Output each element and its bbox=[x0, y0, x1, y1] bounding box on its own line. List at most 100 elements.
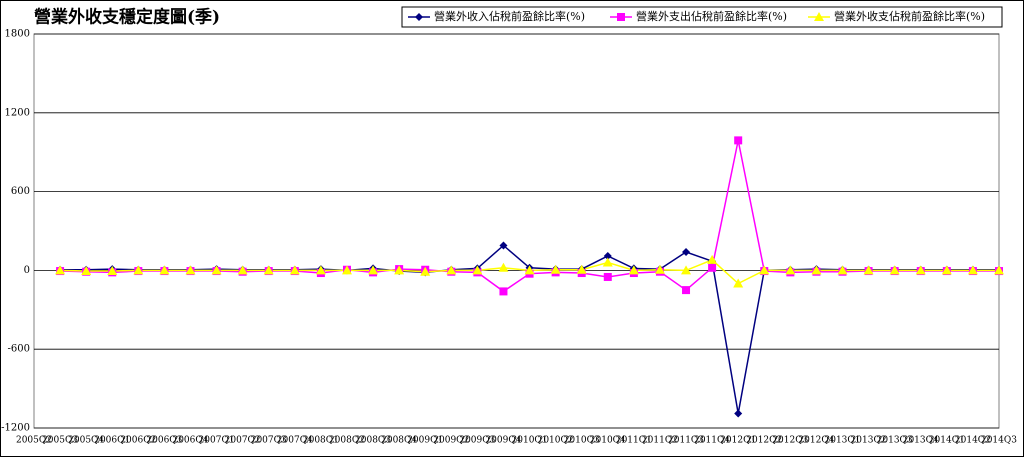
x-tick-label: 2012Q4 bbox=[798, 436, 834, 446]
marker bbox=[415, 13, 423, 21]
marker bbox=[708, 263, 717, 272]
marker bbox=[289, 265, 300, 275]
marker bbox=[576, 264, 587, 274]
x-tick-label: 2005Q2 bbox=[16, 436, 52, 446]
marker bbox=[682, 286, 691, 295]
x-tick-label: 2006Q3 bbox=[146, 436, 182, 446]
legend-label: 營業外收支佔稅前盈餘比率(%) bbox=[834, 9, 985, 23]
x-tick-label: 2008Q3 bbox=[355, 436, 391, 446]
x-tick-label: 2007Q1 bbox=[199, 436, 235, 446]
x-tick-label: 2012Q2 bbox=[746, 436, 782, 446]
marker bbox=[628, 265, 639, 275]
marker bbox=[682, 248, 691, 257]
y-tick-label: 0 bbox=[24, 265, 30, 276]
x-tick-label: 2012Q3 bbox=[772, 436, 808, 446]
marker bbox=[107, 266, 118, 276]
marker bbox=[185, 265, 196, 275]
marker bbox=[446, 265, 457, 275]
marker bbox=[368, 265, 379, 275]
x-tick-label: 2008Q4 bbox=[381, 436, 417, 446]
marker bbox=[837, 265, 848, 275]
marker bbox=[133, 265, 144, 275]
x-tick-label: 2007Q2 bbox=[225, 436, 261, 446]
legend-label: 營業外支出佔稅前盈餘比率(%) bbox=[636, 9, 787, 23]
x-tick-label: 2009Q2 bbox=[433, 436, 469, 446]
marker bbox=[733, 278, 744, 288]
marker bbox=[472, 265, 483, 275]
marker bbox=[681, 265, 692, 275]
marker bbox=[394, 265, 405, 275]
marker bbox=[315, 265, 326, 275]
y-tick-label: -1200 bbox=[1, 423, 30, 434]
marker bbox=[734, 409, 743, 418]
marker bbox=[734, 136, 743, 145]
x-tick-label: 2010Q1 bbox=[512, 436, 548, 446]
x-tick-label: 2009Q4 bbox=[485, 436, 521, 446]
marker bbox=[550, 264, 561, 274]
x-tick-label: 2008Q1 bbox=[303, 436, 339, 446]
x-tick-label: 2010Q4 bbox=[590, 436, 626, 446]
y-tick-label: 1800 bbox=[5, 29, 30, 40]
marker bbox=[81, 266, 92, 276]
y-tick-label: -600 bbox=[8, 344, 30, 355]
marker bbox=[499, 287, 508, 296]
marker bbox=[654, 264, 665, 274]
y-tick-label: 600 bbox=[11, 186, 30, 197]
legend-box bbox=[401, 6, 1003, 28]
x-tick-label: 2008Q2 bbox=[329, 436, 365, 446]
marker bbox=[55, 265, 66, 275]
marker bbox=[967, 265, 978, 275]
x-tick-label: 2010Q2 bbox=[538, 436, 574, 446]
marker bbox=[811, 265, 822, 275]
x-tick-label: 2014Q3 bbox=[981, 436, 1017, 446]
x-tick-label: 2013Q3 bbox=[877, 436, 913, 446]
x-tick-label: 2009Q1 bbox=[407, 436, 443, 446]
x-tick-label: 2005Q3 bbox=[42, 436, 78, 446]
marker bbox=[237, 265, 248, 275]
marker bbox=[941, 265, 952, 275]
marker bbox=[617, 13, 625, 21]
x-tick-label: 2011Q3 bbox=[668, 436, 704, 446]
marker bbox=[707, 254, 718, 264]
plot-area bbox=[33, 33, 1000, 429]
x-tick-label: 2006Q2 bbox=[120, 436, 156, 446]
x-tick-label: 2011Q2 bbox=[642, 436, 678, 446]
marker bbox=[524, 265, 535, 275]
x-tick-label: 2011Q1 bbox=[616, 436, 652, 446]
x-tick-label: 2009Q3 bbox=[459, 436, 495, 446]
marker bbox=[499, 241, 508, 250]
x-tick-label: 2013Q4 bbox=[903, 436, 939, 446]
marker bbox=[498, 262, 509, 272]
x-tick-label: 2006Q4 bbox=[172, 436, 208, 446]
x-tick-label: 2014Q1 bbox=[929, 436, 965, 446]
marker bbox=[159, 265, 170, 275]
marker bbox=[759, 265, 770, 275]
marker bbox=[994, 265, 1004, 275]
x-tick-label: 2012Q1 bbox=[720, 436, 756, 446]
marker bbox=[889, 265, 900, 275]
x-tick-label: 2010Q3 bbox=[564, 436, 600, 446]
x-tick-label: 2007Q3 bbox=[251, 436, 287, 446]
marker bbox=[863, 265, 874, 275]
legend-label: 營業外收入佔稅前盈餘比率(%) bbox=[434, 9, 585, 23]
marker bbox=[603, 272, 612, 281]
x-tick-label: 2011Q4 bbox=[694, 436, 730, 446]
x-tick-label: 2005Q4 bbox=[68, 436, 104, 446]
x-tick-label: 2014Q2 bbox=[955, 436, 991, 446]
marker bbox=[211, 265, 222, 275]
marker bbox=[603, 251, 612, 260]
marker bbox=[263, 265, 274, 275]
x-tick-label: 2006Q1 bbox=[94, 436, 130, 446]
x-tick-label: 2013Q1 bbox=[825, 436, 861, 446]
x-tick-label: 2007Q4 bbox=[277, 436, 313, 446]
marker bbox=[814, 12, 824, 21]
y-tick-label: 1200 bbox=[5, 107, 30, 118]
marker bbox=[785, 265, 796, 275]
marker bbox=[602, 257, 613, 267]
chart-title: 營業外收支穩定度圖(季) bbox=[34, 7, 220, 28]
marker bbox=[341, 265, 352, 275]
x-tick-label: 2013Q2 bbox=[851, 436, 887, 446]
legend: 營業外收入佔稅前盈餘比率(%) 營業外支出佔稅前盈餘比率(%) 營業外收支佔稅前盈餘… bbox=[401, 6, 1003, 28]
marker bbox=[915, 265, 926, 275]
